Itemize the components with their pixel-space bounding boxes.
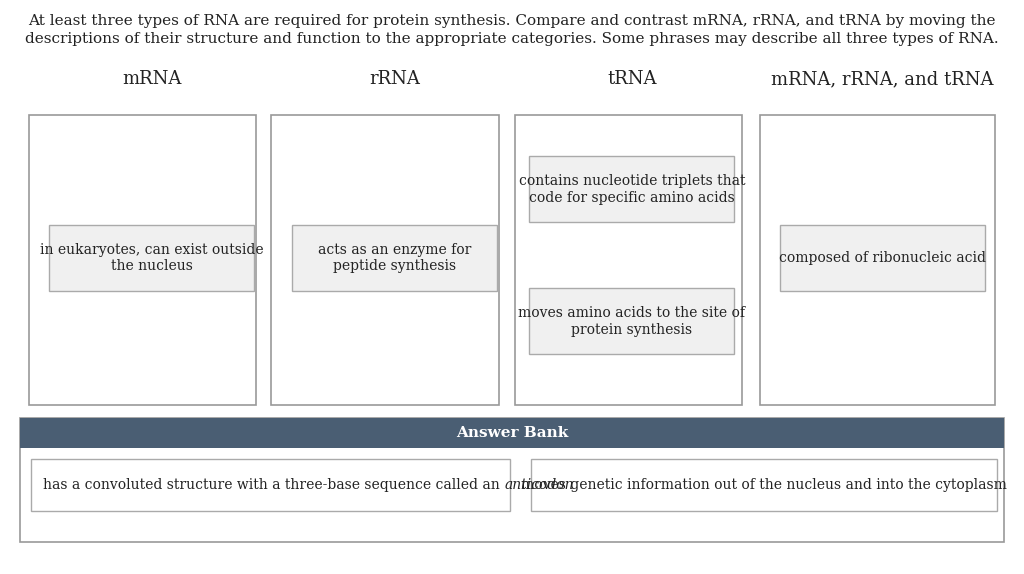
- Text: At least three types of RNA are required for protein synthesis. Compare and cont: At least three types of RNA are required…: [29, 14, 995, 28]
- FancyBboxPatch shape: [271, 115, 499, 405]
- Text: moves genetic information out of the nucleus and into the cytoplasm: moves genetic information out of the nuc…: [521, 478, 1008, 492]
- FancyBboxPatch shape: [529, 156, 734, 222]
- Text: rRNA: rRNA: [369, 70, 420, 88]
- Text: has a convoluted structure with a three-base sequence called an: has a convoluted structure with a three-…: [43, 478, 504, 492]
- Text: acts as an enzyme for
peptide synthesis: acts as an enzyme for peptide synthesis: [317, 243, 471, 273]
- FancyBboxPatch shape: [49, 225, 254, 291]
- FancyBboxPatch shape: [529, 288, 734, 354]
- FancyBboxPatch shape: [760, 115, 995, 405]
- FancyBboxPatch shape: [531, 459, 997, 511]
- Text: contains nucleotide triplets that
code for specific amino acids: contains nucleotide triplets that code f…: [518, 174, 745, 204]
- Text: mRNA, rRNA, and tRNA: mRNA, rRNA, and tRNA: [771, 70, 994, 88]
- FancyBboxPatch shape: [515, 115, 742, 405]
- Text: Answer Bank: Answer Bank: [456, 426, 568, 440]
- FancyBboxPatch shape: [292, 225, 497, 291]
- FancyBboxPatch shape: [20, 418, 1004, 542]
- FancyBboxPatch shape: [29, 115, 256, 405]
- FancyBboxPatch shape: [31, 459, 510, 511]
- Text: moves amino acids to the site of
protein synthesis: moves amino acids to the site of protein…: [518, 307, 745, 336]
- Text: anticodon: anticodon: [504, 478, 573, 492]
- Text: descriptions of their structure and function to the appropriate categories. Some: descriptions of their structure and func…: [26, 32, 998, 45]
- Text: mRNA: mRNA: [122, 70, 181, 88]
- Text: tRNA: tRNA: [607, 70, 656, 88]
- FancyBboxPatch shape: [20, 418, 1004, 448]
- Text: in eukaryotes, can exist outside
the nucleus: in eukaryotes, can exist outside the nuc…: [40, 243, 263, 273]
- FancyBboxPatch shape: [780, 225, 985, 291]
- Text: composed of ribonucleic acid: composed of ribonucleic acid: [779, 251, 986, 265]
